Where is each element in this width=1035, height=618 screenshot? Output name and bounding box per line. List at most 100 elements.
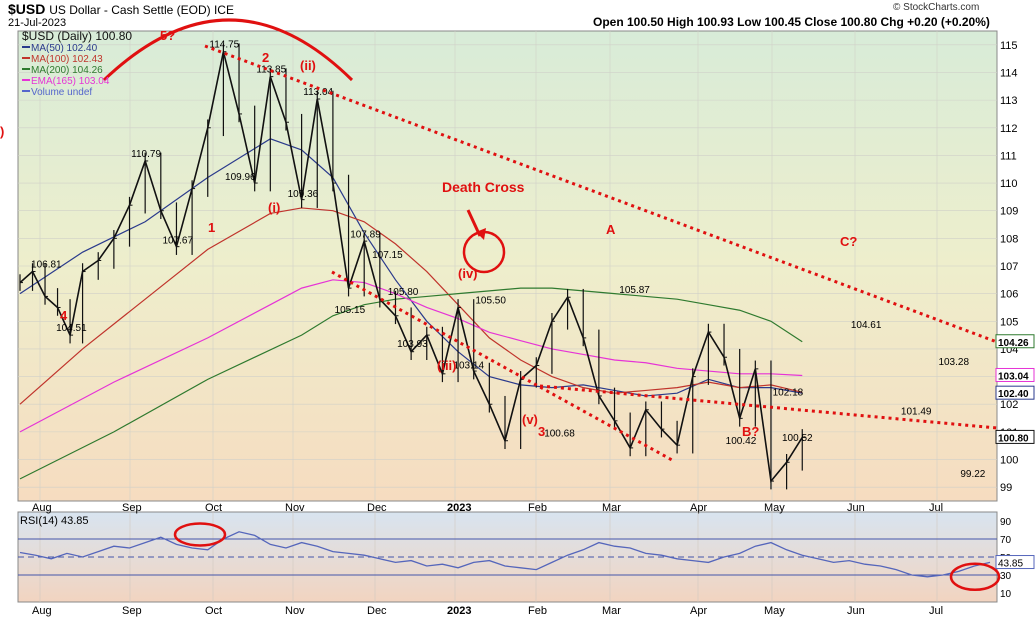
rsi-line xyxy=(19,531,991,578)
y-tick-label: 106 xyxy=(1000,289,1018,301)
wave-label: (ii) xyxy=(300,58,316,73)
price-point-label: 113.04 xyxy=(303,87,333,98)
wave-label: 4 xyxy=(60,308,68,323)
price-point-label: 105.50 xyxy=(475,295,506,306)
chart-instrument-name: US Dollar - Cash Settle (EOD) ICE xyxy=(49,3,234,17)
chart-date: 21-Jul-2023 xyxy=(8,17,67,29)
x-tick-label: Jun xyxy=(847,502,865,514)
x-tick-label: Apr xyxy=(690,605,707,617)
price-point-label: 99.22 xyxy=(960,469,985,480)
wave-label: 2 xyxy=(262,50,269,65)
x-tick-label: Dec xyxy=(367,502,387,514)
last-value-label: 102.40 xyxy=(998,389,1029,400)
last-value-box xyxy=(995,367,1035,382)
rsi-overbought-circle xyxy=(173,522,227,547)
x-tick-label: Jun xyxy=(847,605,865,617)
x-tick-label: Sep xyxy=(122,502,142,514)
x-tick-label: 2023 xyxy=(447,502,471,514)
rsi-y-tick-label: 70 xyxy=(1000,535,1012,546)
last-value-labels: 104.26 103.04 102.40 100.80 xyxy=(995,334,1035,444)
last-value-box xyxy=(995,385,1035,400)
price-grid xyxy=(18,31,997,501)
x-tick-label: Feb xyxy=(528,502,547,514)
price-point-label: 109.36 xyxy=(288,189,319,200)
legend-entry: MA(200) 104.26 xyxy=(31,65,103,76)
rsi-x-axis: Aug Sep Oct Nov Dec 2023 Feb Mar Apr May Jun Jul xyxy=(32,605,943,617)
y-tick-label: 100 xyxy=(1000,455,1018,467)
price-point-label: 110.79 xyxy=(131,149,161,160)
price-point-label: 107.67 xyxy=(162,235,193,246)
y-tick-label: 102 xyxy=(1000,399,1018,411)
price-series xyxy=(19,43,806,490)
wave-label: (iii) xyxy=(437,358,457,373)
legend-entry: MA(100) 102.43 xyxy=(31,54,103,65)
price-point-label: 103.28 xyxy=(938,357,969,368)
price-point-label: 106.81 xyxy=(31,259,62,270)
wave-label: 1 xyxy=(208,220,215,235)
price-point-label: 109.96 xyxy=(225,172,256,183)
price-x-axis: Aug Sep Oct Nov Dec 2023 Feb Mar Apr May Jun Jul xyxy=(32,502,943,514)
wave-label: 3 xyxy=(538,424,545,439)
y-tick-label: 108 xyxy=(1000,233,1018,245)
price-point-label: 105.80 xyxy=(388,287,419,298)
x-tick-label: May xyxy=(764,605,785,617)
price-point-label: 104.61 xyxy=(851,320,882,331)
x-tick-label: Oct xyxy=(205,502,222,514)
wave-label: C? xyxy=(840,234,857,249)
x-tick-label: May xyxy=(764,502,785,514)
rsi-last-value-box xyxy=(995,555,1035,570)
x-tick-label: Nov xyxy=(285,605,305,617)
rsi-y-tick-label: 90 xyxy=(1000,517,1012,528)
x-tick-label: Jul xyxy=(929,502,943,514)
price-point-label: 104.51 xyxy=(56,323,87,334)
x-tick-label: Oct xyxy=(205,605,222,617)
last-value-label: 103.04 xyxy=(998,371,1029,382)
x-tick-label: Nov xyxy=(285,502,305,514)
y-tick-label: 113 xyxy=(1000,95,1018,107)
x-tick-label: Sep xyxy=(122,605,142,617)
y-tick-label: 115 xyxy=(1000,40,1018,52)
series-line-ema165 xyxy=(19,279,803,433)
death-cross-arrowhead xyxy=(476,228,486,240)
upper-trendline xyxy=(204,44,998,344)
wave-label: (v) xyxy=(522,412,538,427)
rsi-title: RSI(14) 43.85 xyxy=(20,515,88,527)
rsi-oversold-circle xyxy=(949,562,1001,592)
rsi-y-tick-label: 10 xyxy=(1000,589,1012,600)
y-tick-label: 99 xyxy=(1000,482,1012,494)
x-tick-label: 2023 xyxy=(447,605,471,617)
elliott-wave-annotations: 5?2(ii)1(i)4(iv)(iii)(v)3AB?C?Death Cros… xyxy=(0,18,998,462)
x-tick-label: Feb xyxy=(528,605,547,617)
price-point-label: 101.49 xyxy=(901,406,932,417)
price-point-label: 107.89 xyxy=(350,229,381,240)
y-tick-label: 105 xyxy=(1000,316,1018,328)
lower-trendline xyxy=(331,270,673,462)
chart-symbol-title: $USD US Dollar - Cash Settle (EOD) ICE xyxy=(8,1,234,17)
last-value-label: 104.26 xyxy=(998,338,1029,349)
last-value-box xyxy=(995,334,1035,349)
price-point-label: 114.75 xyxy=(209,40,239,51)
x-tick-label: Mar xyxy=(602,605,621,617)
last-value-box xyxy=(995,429,1035,444)
price-line xyxy=(19,51,803,483)
y-tick-label: 112 xyxy=(1000,123,1018,135)
y-tick-label: 110 xyxy=(1000,178,1018,190)
wave-label: ) xyxy=(0,124,4,139)
legend-entry: EMA(165) 103.04 xyxy=(31,76,110,87)
price-point-label: 102.18 xyxy=(773,387,804,398)
x-tick-label: Jul xyxy=(929,605,943,617)
x-tick-label: Apr xyxy=(690,502,707,514)
legend-entry: Volume undef xyxy=(31,87,92,98)
x-tick-label: Dec xyxy=(367,605,387,617)
x-tick-label: Aug xyxy=(32,605,52,617)
price-point-label: 100.68 xyxy=(544,429,575,440)
rsi-last-value-label: 43.85 xyxy=(998,559,1023,570)
wave-label: B? xyxy=(742,424,759,439)
price-point-label: 107.15 xyxy=(372,250,403,261)
source-credit: © StockCharts.com xyxy=(893,2,980,13)
y-tick-label: 107 xyxy=(1000,261,1018,273)
price-point-label: 103.93 xyxy=(397,339,428,350)
series-line-ma200 xyxy=(19,287,803,480)
